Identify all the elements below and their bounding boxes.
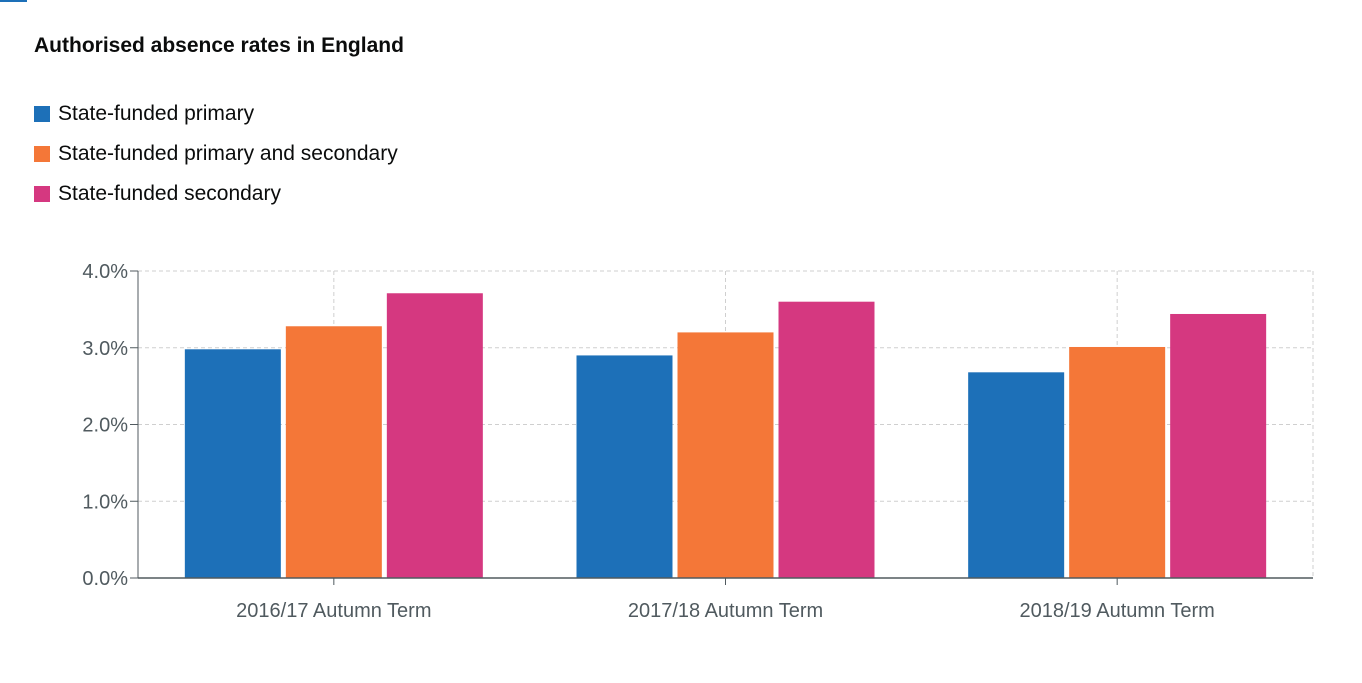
bar (1069, 346, 1166, 578)
legend-label-primary-and-secondary: State-funded primary and secondary (58, 142, 398, 165)
legend-label-secondary: State-funded secondary (58, 182, 281, 205)
y-tick-label: 1.0% (82, 491, 128, 513)
bar (677, 332, 774, 578)
x-tick-label: 2018/19 Autumn Term (1020, 600, 1215, 622)
corner-accent-bar (0, 0, 27, 2)
legend: State-funded primary State-funded primar… (34, 94, 398, 214)
legend-swatch-secondary (34, 186, 50, 202)
x-tick-label: 2017/18 Autumn Term (628, 600, 823, 622)
legend-swatch-primary-and-secondary (34, 146, 50, 162)
x-tick-label: 2016/17 Autumn Term (236, 600, 431, 622)
bar (1170, 313, 1267, 578)
y-tick-label: 0.0% (82, 568, 128, 590)
bar (285, 326, 382, 578)
legend-swatch-primary (34, 106, 50, 122)
y-tick-label: 4.0% (82, 261, 128, 283)
bar (968, 372, 1065, 578)
legend-label-primary: State-funded primary (58, 102, 255, 125)
bar (778, 301, 875, 578)
chart-title: Authorised absence rates in England (34, 34, 404, 57)
y-tick-label: 2.0% (82, 415, 128, 437)
bar (576, 355, 673, 578)
legend-item-primary: State-funded primary (34, 94, 398, 134)
legend-item-primary-and-secondary: State-funded primary and secondary (34, 134, 398, 174)
bar (184, 349, 281, 578)
bar (386, 293, 483, 578)
legend-item-secondary: State-funded secondary (34, 174, 398, 214)
y-tick-label: 3.0% (82, 338, 128, 360)
